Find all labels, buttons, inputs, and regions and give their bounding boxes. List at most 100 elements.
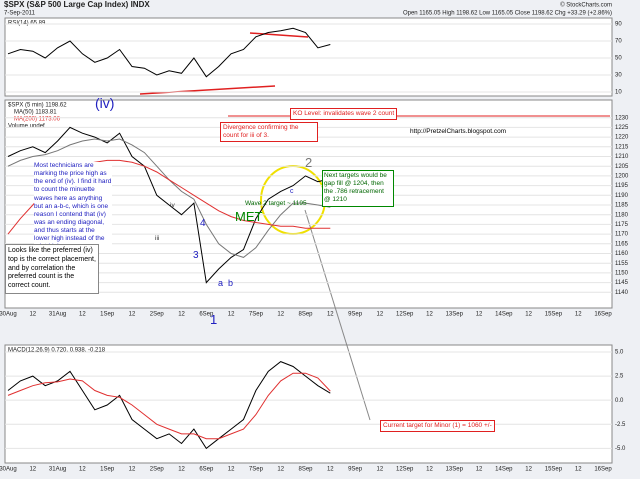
y-tick-label: 1195 xyxy=(615,183,629,189)
note: Current target for Minor (1) = 1060 +/- xyxy=(380,420,495,433)
date: 7-Sep-2011 xyxy=(4,11,36,17)
x-tick-label: 30Aug xyxy=(0,467,17,473)
x-tick-label: 12 xyxy=(29,467,36,473)
wave-label: 4 xyxy=(200,218,206,229)
x-tick-label: 12 xyxy=(575,312,582,318)
y-tick-label: 1160 xyxy=(615,251,629,257)
wave-label: 1 xyxy=(210,312,218,327)
met: MET xyxy=(235,209,263,224)
note: Next targets would be gap fill @ 1204, t… xyxy=(322,170,394,207)
x-tick-label: 14Sep xyxy=(495,467,513,473)
x-tick-label: 12 xyxy=(178,467,185,473)
y-tick-label: 1145 xyxy=(615,280,629,286)
y-tick-label: 1175 xyxy=(615,222,629,228)
x-tick-label: 12 xyxy=(327,312,334,318)
y-tick-label: 1215 xyxy=(615,144,629,150)
series-line xyxy=(7,361,331,450)
wave-label: iii xyxy=(155,235,160,242)
y-tick-label: 70 xyxy=(615,39,622,45)
y-tick-label: 1190 xyxy=(615,193,629,199)
x-tick-label: 12Sep xyxy=(396,312,414,318)
x-tick-label: 13Sep xyxy=(446,312,464,318)
y-tick-label: 5.0 xyxy=(615,350,624,356)
x-tick-label: 12 xyxy=(228,467,235,473)
credit: © StockCharts.com xyxy=(560,2,612,9)
y-tick-label: 1185 xyxy=(615,203,629,209)
y-tick-label: 1200 xyxy=(615,173,629,179)
x-tick-label: 12 xyxy=(277,312,284,318)
y-tick-label: 1180 xyxy=(615,212,629,218)
ma50-legend: MA(50) 1183.81 xyxy=(14,110,57,116)
x-tick-label: 12 xyxy=(426,312,433,318)
wave-label: c xyxy=(290,188,294,195)
x-tick-label: 6Sep xyxy=(199,312,214,318)
rsi-trendline xyxy=(249,32,309,38)
y-tick-label: 1165 xyxy=(615,241,629,247)
x-tick-label: 12 xyxy=(228,312,235,318)
series-line xyxy=(7,27,331,78)
x-tick-label: 12 xyxy=(29,312,36,318)
ma200-legend: MA(200) 1173.06 xyxy=(14,117,61,123)
x-tick-label: 12 xyxy=(129,312,136,318)
x-tick-label: 2Sep xyxy=(150,312,165,318)
y-tick-label: -2.5 xyxy=(615,422,626,428)
x-tick-label: 13Sep xyxy=(446,467,464,473)
y-tick-label: 1210 xyxy=(615,154,629,160)
series-line xyxy=(7,372,331,440)
note: Most technicians are marking the price h… xyxy=(34,162,112,252)
rsi-panel xyxy=(4,17,613,97)
y-tick-label: 1155 xyxy=(615,261,629,267)
x-tick-label: 6Sep xyxy=(199,467,214,473)
y-tick-label: 2.5 xyxy=(615,374,624,380)
note: Wave 2 target ~ 1195 xyxy=(245,200,307,207)
x-tick-label: 12 xyxy=(377,467,384,473)
x-tick-label: 16Sep xyxy=(594,467,612,473)
x-tick-label: 12 xyxy=(129,467,136,473)
x-tick-label: 7Sep xyxy=(249,312,264,318)
arrow xyxy=(304,209,371,421)
url: http://PretzelCharts.blogspot.com xyxy=(410,128,507,135)
x-tick-label: 15Sep xyxy=(545,467,563,473)
wave-label: 3 xyxy=(193,250,199,261)
y-tick-label: 10 xyxy=(615,90,622,96)
x-tick-label: 12 xyxy=(575,467,582,473)
x-tick-label: 1Sep xyxy=(100,467,115,473)
y-tick-label: 1150 xyxy=(615,270,629,276)
note: Looks like the preferred (iv) top is the… xyxy=(5,244,99,294)
x-tick-label: 9Sep xyxy=(348,312,363,318)
y-tick-label: 90 xyxy=(615,22,622,28)
x-tick-label: 12 xyxy=(79,467,86,473)
note: Divergence confirming the count for iii … xyxy=(220,122,318,143)
y-tick-label: 1140 xyxy=(615,290,629,296)
macd-legend: MACD(12,26,9) 0.720, 0.938, -0.218 xyxy=(8,348,106,354)
y-tick-label: 1170 xyxy=(615,232,629,238)
wave-label: 2 xyxy=(305,155,313,170)
x-tick-label: 12Sep xyxy=(396,467,414,473)
x-tick-label: 8Sep xyxy=(298,467,313,473)
x-tick-label: 2Sep xyxy=(150,467,165,473)
wave-label: a xyxy=(218,278,224,288)
x-tick-label: 12 xyxy=(525,312,532,318)
x-tick-label: 12 xyxy=(79,312,86,318)
wave-label: iv xyxy=(170,202,175,209)
x-tick-label: 1Sep xyxy=(100,312,115,318)
x-tick-label: 31Aug xyxy=(49,467,66,473)
x-tick-label: 12 xyxy=(277,467,284,473)
y-tick-label: 50 xyxy=(615,56,622,62)
price-legend: $SPX (5 min) 1198.62 xyxy=(8,103,67,109)
title: $SPX (S&P 500 Large Cap Index) INDX xyxy=(4,0,150,9)
x-tick-label: 12 xyxy=(525,467,532,473)
quote: Open 1165.05 High 1198.62 Low 1165.05 Cl… xyxy=(403,11,612,17)
x-tick-label: 15Sep xyxy=(545,312,563,318)
y-tick-label: 1205 xyxy=(615,164,629,170)
x-tick-label: 12 xyxy=(476,467,483,473)
x-tick-label: 14Sep xyxy=(495,312,513,318)
rsi-trendline xyxy=(139,85,276,95)
macd-panel xyxy=(4,344,613,464)
x-tick-label: 9Sep xyxy=(348,467,363,473)
x-tick-label: 12 xyxy=(178,312,185,318)
y-tick-label: 1230 xyxy=(615,115,629,121)
x-tick-label: 30Aug xyxy=(0,312,17,318)
volume-legend: Volume undef xyxy=(8,124,45,130)
